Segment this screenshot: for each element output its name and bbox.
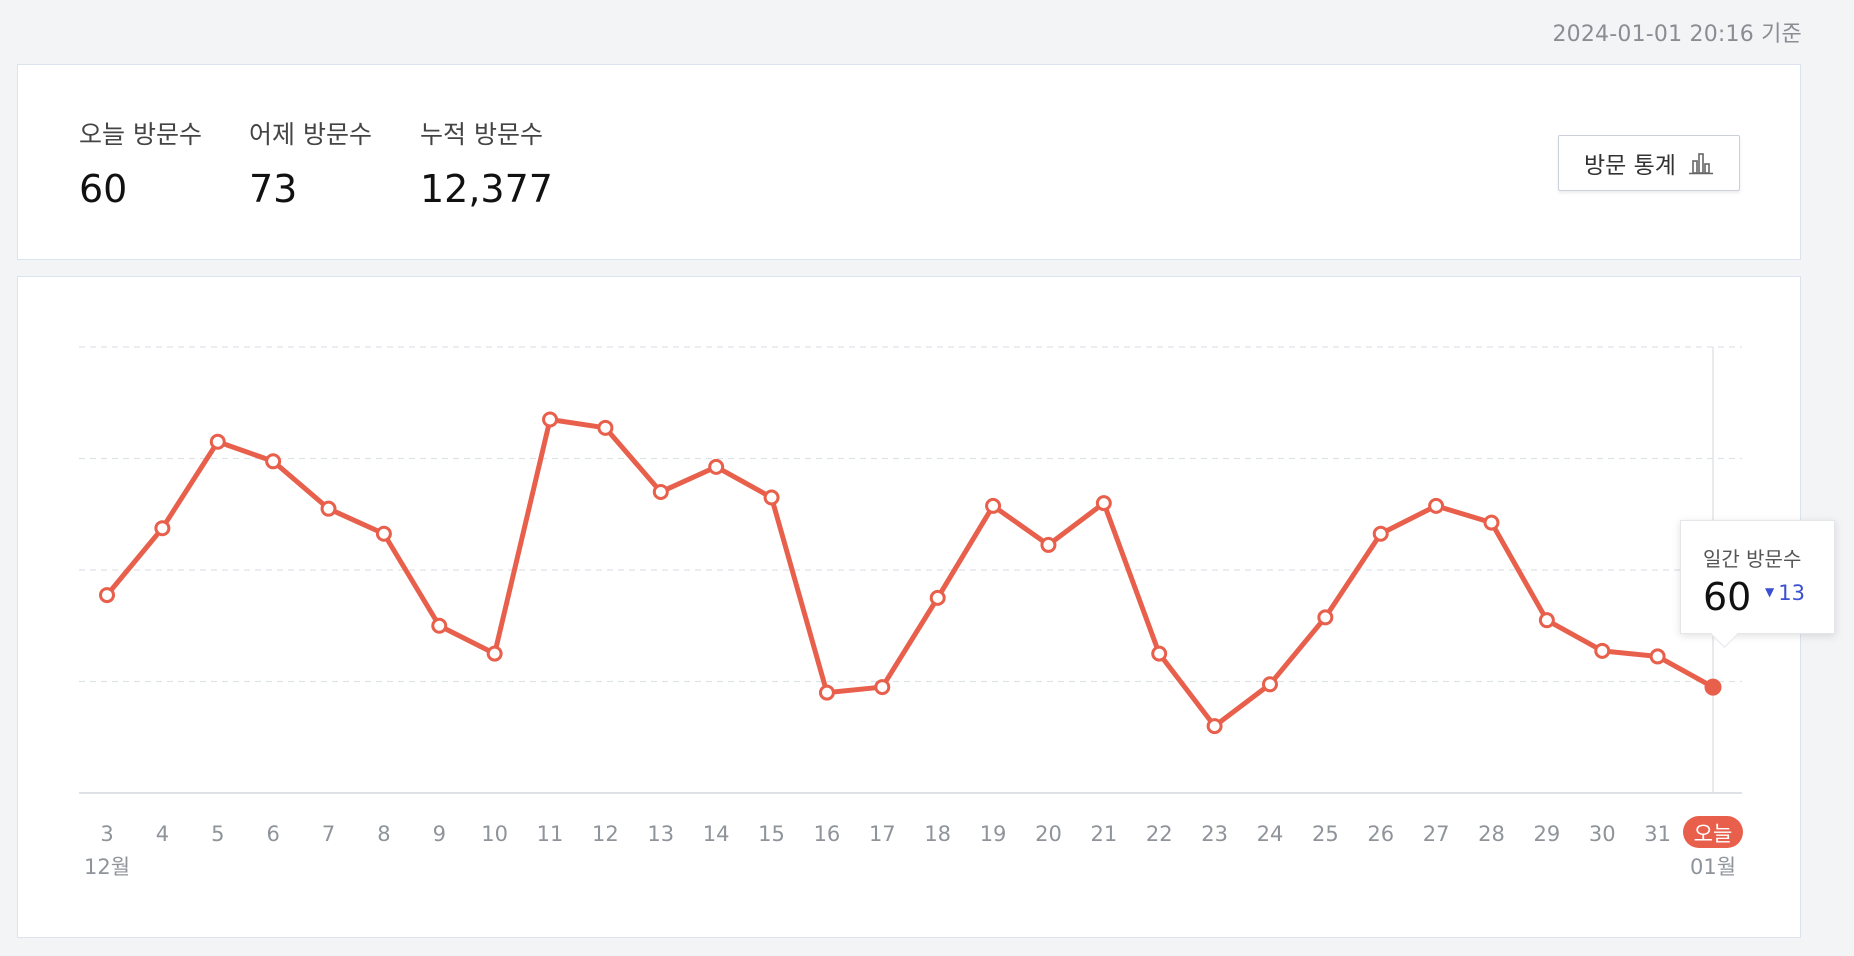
x-tick-label: 24	[1257, 822, 1284, 846]
data-point	[1372, 525, 1389, 542]
data-point	[1095, 495, 1112, 512]
data-point	[1040, 536, 1057, 553]
x-month-label: 12월	[84, 855, 130, 879]
data-point-highlighted	[1704, 678, 1722, 696]
data-point	[1428, 497, 1445, 514]
visit-stats-button[interactable]: 방문 통계	[1558, 135, 1740, 191]
stat-label: 누적 방문수	[420, 120, 543, 149]
x-tick-label: 20	[1035, 822, 1062, 846]
data-point	[1483, 514, 1500, 531]
x-tick-label: 4	[156, 822, 169, 846]
daily-visits-chart-panel: 3 4 5 6 7 8 9 10 11 12 13 14 15 16 17 18 19 20 21 22 23 24 25 2…	[17, 276, 1801, 938]
daily-visits-tooltip: 일간 방문수 60 ▼ 13	[1680, 520, 1835, 634]
data-point	[763, 489, 780, 506]
stat-value: 12,377	[420, 167, 553, 211]
tooltip-delta-value: 13	[1778, 581, 1805, 605]
stat-label: 어제 방문수	[249, 120, 372, 149]
caret-down-icon: ▼	[1765, 585, 1775, 599]
data-point	[929, 589, 946, 606]
data-point	[1151, 645, 1168, 662]
data-point	[652, 483, 669, 500]
stat-label: 오늘 방문수	[79, 120, 202, 149]
bar-chart-icon	[1688, 153, 1713, 175]
data-point	[99, 587, 115, 604]
data-point	[320, 500, 337, 517]
x-tick-label: 11	[537, 822, 564, 846]
x-tick-label: 9	[433, 822, 446, 846]
stat-total: 누적 방문수 12,377	[420, 115, 553, 211]
x-tick-label: 14	[703, 822, 730, 846]
data-point	[265, 453, 282, 470]
x-tick-label: 7	[322, 822, 335, 846]
x-tick-label: 10	[481, 822, 508, 846]
data-point	[1317, 609, 1334, 626]
x-tick-label: 19	[980, 822, 1007, 846]
daily-visits-line-chart: 3 4 5 6 7 8 9 10 11 12 13 14 15 16 17 18 19 20 21 22 23 24 25 2…	[79, 346, 1743, 879]
data-point	[209, 433, 226, 450]
x-tick-label: 6	[266, 822, 279, 846]
visit-summary-card: 오늘 방문수 60 어제 방문수 73 누적 방문수 12,377 방문 통계	[17, 64, 1801, 260]
series-line	[104, 416, 1716, 729]
tooltip-delta: ▼ 13	[1765, 581, 1805, 605]
x-tick-label: 27	[1423, 822, 1450, 846]
x-tick-label: 12	[592, 822, 619, 846]
data-point	[542, 411, 559, 428]
data-point	[597, 419, 614, 436]
x-tick-label: 29	[1533, 822, 1560, 846]
stat-value: 73	[249, 167, 298, 211]
data-point	[154, 520, 171, 537]
x-tick-label: 3	[100, 822, 113, 846]
x-tick-label: 28	[1478, 822, 1505, 846]
visit-stats-button-label: 방문 통계	[1584, 153, 1676, 179]
data-point	[375, 525, 392, 542]
data-point	[985, 497, 1002, 514]
x-tick-label: 25	[1312, 822, 1339, 846]
data-point	[1594, 642, 1611, 659]
x-month-label: 01월	[1690, 855, 1736, 879]
x-tick-label: 26	[1367, 822, 1394, 846]
data-point	[1538, 612, 1555, 629]
stat-yesterday: 어제 방문수 73	[249, 115, 372, 211]
x-tick-label: 15	[758, 822, 785, 846]
x-tick-label: 5	[211, 822, 224, 846]
x-tick-label: 13	[647, 822, 674, 846]
data-point	[1261, 676, 1278, 693]
x-tick-label: 17	[869, 822, 896, 846]
x-tick-label: 31	[1644, 822, 1671, 846]
data-point	[486, 645, 503, 662]
data-point	[874, 679, 891, 696]
stat-value: 60	[79, 167, 128, 211]
x-tick-label: 16	[814, 822, 841, 846]
tooltip-value: 60	[1703, 575, 1752, 619]
x-tick-label: 8	[377, 822, 390, 846]
today-badge	[1683, 816, 1743, 848]
tooltip-label: 일간 방문수	[1703, 547, 1802, 571]
x-tick-label-today: 오늘	[1694, 822, 1733, 846]
data-point	[818, 684, 835, 701]
x-tick-label: 23	[1201, 822, 1228, 846]
data-point	[1206, 718, 1223, 735]
data-point	[708, 458, 725, 475]
data-point	[431, 617, 448, 634]
data-point	[1649, 648, 1666, 665]
stat-today: 오늘 방문수 60	[79, 115, 202, 211]
x-tick-label: 30	[1589, 822, 1616, 846]
timestamp: 2024-01-01 20:16 기준	[1552, 22, 1802, 47]
x-tick-label: 21	[1090, 822, 1117, 846]
x-tick-label: 18	[924, 822, 951, 846]
x-tick-label: 22	[1146, 822, 1173, 846]
